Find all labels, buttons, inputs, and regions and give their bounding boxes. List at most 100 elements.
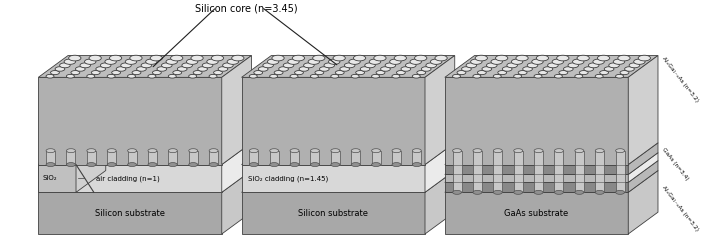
Polygon shape [189, 151, 198, 165]
Polygon shape [242, 77, 425, 165]
Ellipse shape [473, 74, 481, 78]
Ellipse shape [303, 63, 314, 68]
Polygon shape [128, 151, 137, 165]
Ellipse shape [577, 55, 589, 61]
Ellipse shape [105, 59, 116, 64]
Ellipse shape [290, 74, 298, 78]
Polygon shape [242, 56, 454, 77]
Ellipse shape [89, 55, 101, 61]
Ellipse shape [211, 55, 223, 61]
Ellipse shape [452, 149, 462, 153]
Ellipse shape [588, 63, 599, 68]
Ellipse shape [69, 55, 81, 61]
Ellipse shape [413, 149, 421, 153]
Text: SiO₂: SiO₂ [43, 175, 57, 182]
Ellipse shape [141, 63, 152, 68]
Polygon shape [425, 143, 454, 192]
Ellipse shape [263, 63, 274, 68]
Ellipse shape [340, 67, 350, 71]
Polygon shape [628, 171, 658, 234]
Ellipse shape [579, 71, 588, 75]
Ellipse shape [87, 149, 96, 153]
Ellipse shape [401, 67, 411, 71]
Polygon shape [445, 183, 628, 192]
Ellipse shape [452, 190, 462, 194]
Ellipse shape [523, 67, 532, 71]
Polygon shape [445, 153, 658, 174]
Ellipse shape [620, 71, 629, 75]
Polygon shape [38, 143, 106, 165]
Ellipse shape [498, 71, 507, 75]
Ellipse shape [311, 163, 320, 167]
Polygon shape [628, 143, 658, 174]
Ellipse shape [60, 63, 70, 68]
Ellipse shape [374, 55, 386, 61]
Polygon shape [445, 161, 658, 183]
Ellipse shape [209, 74, 217, 78]
Ellipse shape [269, 74, 278, 78]
Ellipse shape [345, 63, 355, 68]
Polygon shape [250, 151, 258, 165]
Ellipse shape [80, 63, 91, 68]
Ellipse shape [392, 74, 400, 78]
Polygon shape [38, 165, 76, 192]
Ellipse shape [166, 59, 177, 64]
Ellipse shape [625, 67, 635, 71]
Ellipse shape [87, 163, 96, 167]
Ellipse shape [315, 71, 324, 75]
Polygon shape [148, 151, 157, 165]
Ellipse shape [421, 67, 431, 71]
Ellipse shape [552, 59, 564, 64]
Ellipse shape [543, 67, 553, 71]
Ellipse shape [534, 190, 543, 194]
Ellipse shape [385, 63, 396, 68]
Ellipse shape [218, 67, 228, 71]
Ellipse shape [308, 59, 320, 64]
Ellipse shape [182, 63, 192, 68]
Ellipse shape [392, 163, 401, 167]
Ellipse shape [67, 74, 74, 78]
Ellipse shape [629, 63, 640, 68]
Ellipse shape [493, 74, 501, 78]
Ellipse shape [46, 74, 54, 78]
Ellipse shape [462, 67, 471, 71]
Polygon shape [445, 171, 658, 192]
Ellipse shape [150, 55, 162, 61]
Ellipse shape [173, 71, 182, 75]
Ellipse shape [356, 71, 364, 75]
Polygon shape [534, 151, 543, 192]
Ellipse shape [193, 71, 202, 75]
Polygon shape [331, 151, 340, 165]
Ellipse shape [364, 63, 375, 68]
Ellipse shape [202, 63, 213, 68]
Ellipse shape [46, 149, 55, 153]
Ellipse shape [491, 59, 503, 64]
Ellipse shape [471, 59, 482, 64]
Polygon shape [473, 151, 482, 192]
Ellipse shape [351, 74, 359, 78]
Ellipse shape [518, 71, 527, 75]
Ellipse shape [372, 149, 381, 153]
Ellipse shape [145, 59, 157, 64]
Polygon shape [222, 171, 252, 234]
Ellipse shape [148, 149, 157, 153]
Ellipse shape [615, 149, 625, 153]
Polygon shape [372, 151, 381, 165]
Ellipse shape [168, 149, 177, 153]
Ellipse shape [349, 59, 360, 64]
Ellipse shape [609, 63, 620, 68]
Ellipse shape [435, 55, 447, 61]
Ellipse shape [171, 55, 183, 61]
Ellipse shape [394, 55, 406, 61]
Ellipse shape [107, 163, 116, 167]
Ellipse shape [417, 71, 425, 75]
Ellipse shape [493, 149, 502, 153]
Polygon shape [209, 151, 218, 165]
Ellipse shape [128, 163, 137, 167]
Ellipse shape [107, 149, 116, 153]
Ellipse shape [250, 149, 258, 153]
Ellipse shape [269, 149, 279, 153]
Ellipse shape [513, 74, 522, 78]
Polygon shape [38, 143, 252, 165]
Ellipse shape [564, 67, 573, 71]
